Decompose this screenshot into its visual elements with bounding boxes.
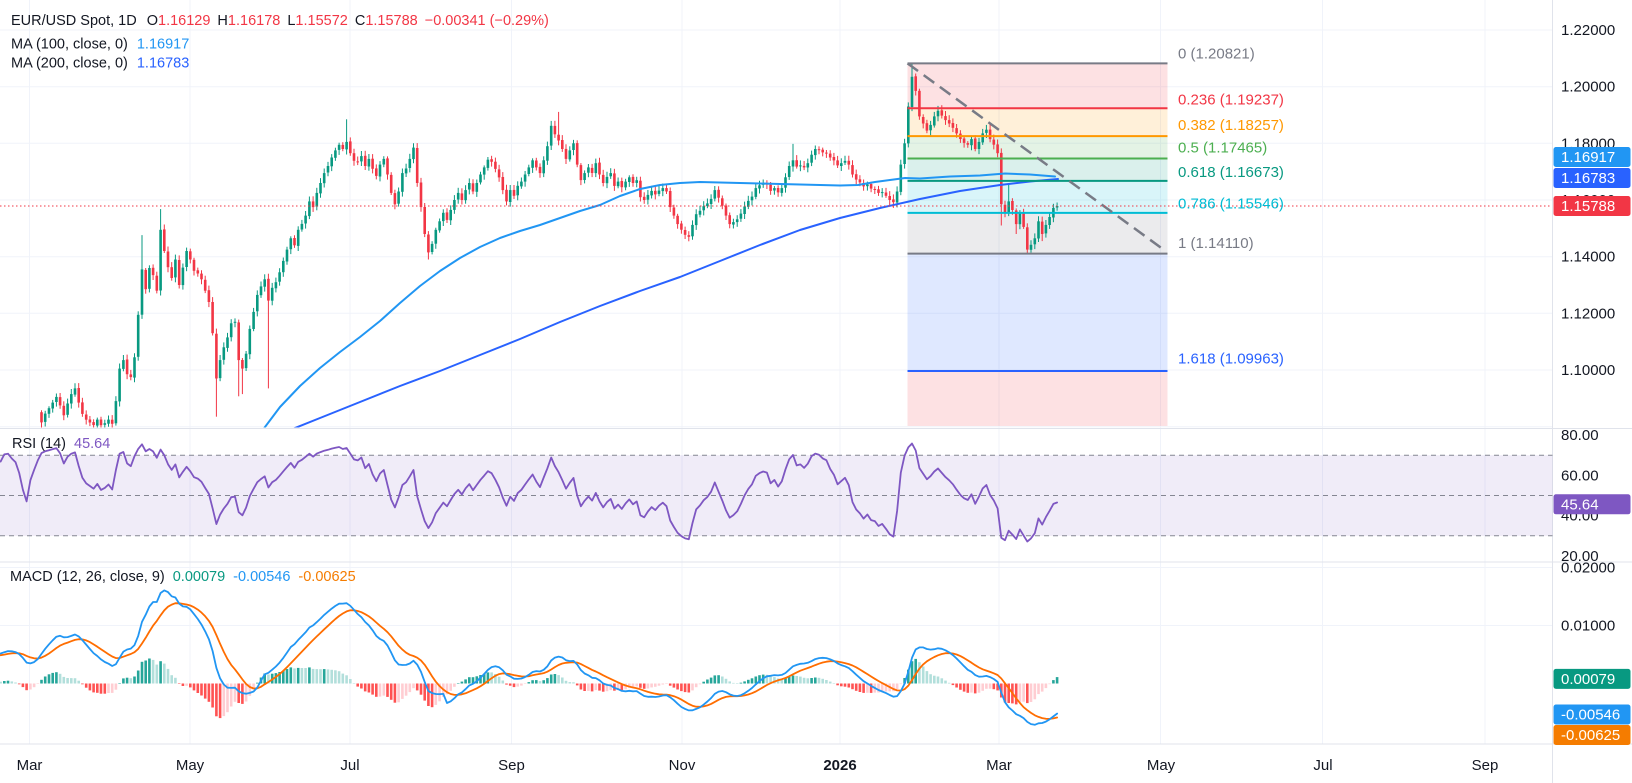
svg-text:May: May: [1147, 757, 1176, 774]
svg-text:60.00: 60.00: [1561, 467, 1599, 484]
svg-text:0 (1.20821): 0 (1.20821): [1178, 45, 1255, 62]
svg-text:1.20000: 1.20000: [1561, 79, 1615, 96]
svg-text:0.382 (1.18257): 0.382 (1.18257): [1178, 117, 1284, 134]
svg-text:Mar: Mar: [17, 757, 43, 774]
svg-text:1.22000: 1.22000: [1561, 22, 1615, 39]
svg-text:1.10000: 1.10000: [1561, 362, 1615, 379]
svg-text:Nov: Nov: [669, 757, 696, 774]
svg-text:May: May: [176, 757, 205, 774]
svg-text:RSI (14)45.64: RSI (14) 45.64: [12, 436, 110, 452]
svg-text:0.00079: 0.00079: [1561, 671, 1615, 688]
svg-text:0.5 (1.17465): 0.5 (1.17465): [1178, 139, 1267, 156]
svg-text:1.16783: 1.16783: [1561, 170, 1615, 187]
svg-text:MA (100, close, 0)1.16917: MA (100, close, 0) 1.16917: [11, 37, 189, 53]
svg-text:-0.00625: -0.00625: [1561, 727, 1620, 744]
svg-text:0.02000: 0.02000: [1561, 560, 1615, 577]
svg-text:1 (1.14110): 1 (1.14110): [1178, 235, 1254, 252]
svg-text:0.786 (1.15546): 0.786 (1.15546): [1178, 195, 1284, 212]
svg-text:1.14000: 1.14000: [1561, 249, 1615, 266]
svg-text:45.64: 45.64: [1561, 496, 1599, 513]
svg-text:-0.00546: -0.00546: [1561, 707, 1620, 724]
svg-text:1.15788: 1.15788: [1561, 198, 1615, 215]
svg-text:1.12000: 1.12000: [1561, 305, 1615, 322]
svg-text:Mar: Mar: [986, 757, 1012, 774]
svg-text:20.00: 20.00: [1561, 548, 1599, 565]
svg-text:Jul: Jul: [1313, 757, 1332, 774]
svg-text:0.618 (1.16673): 0.618 (1.16673): [1178, 164, 1284, 181]
svg-text:MA (200, close, 0)1.16783: MA (200, close, 0) 1.16783: [11, 56, 189, 72]
svg-text:MACD (12, 26, close, 9)0.00079: MACD (12, 26, close, 9) 0.00079 -0.00546 -0…: [10, 569, 356, 585]
svg-text:Jul: Jul: [340, 757, 359, 774]
svg-text:1.16917: 1.16917: [1561, 149, 1615, 166]
svg-text:Sep: Sep: [498, 757, 525, 774]
svg-text:0.01000: 0.01000: [1561, 618, 1615, 635]
svg-text:80.00: 80.00: [1561, 427, 1599, 444]
svg-text:0.236 (1.19237): 0.236 (1.19237): [1178, 92, 1284, 109]
svg-text:2026: 2026: [823, 757, 856, 774]
svg-text:1.618 (1.09963): 1.618 (1.09963): [1178, 351, 1284, 368]
svg-text:Sep: Sep: [1472, 757, 1499, 774]
